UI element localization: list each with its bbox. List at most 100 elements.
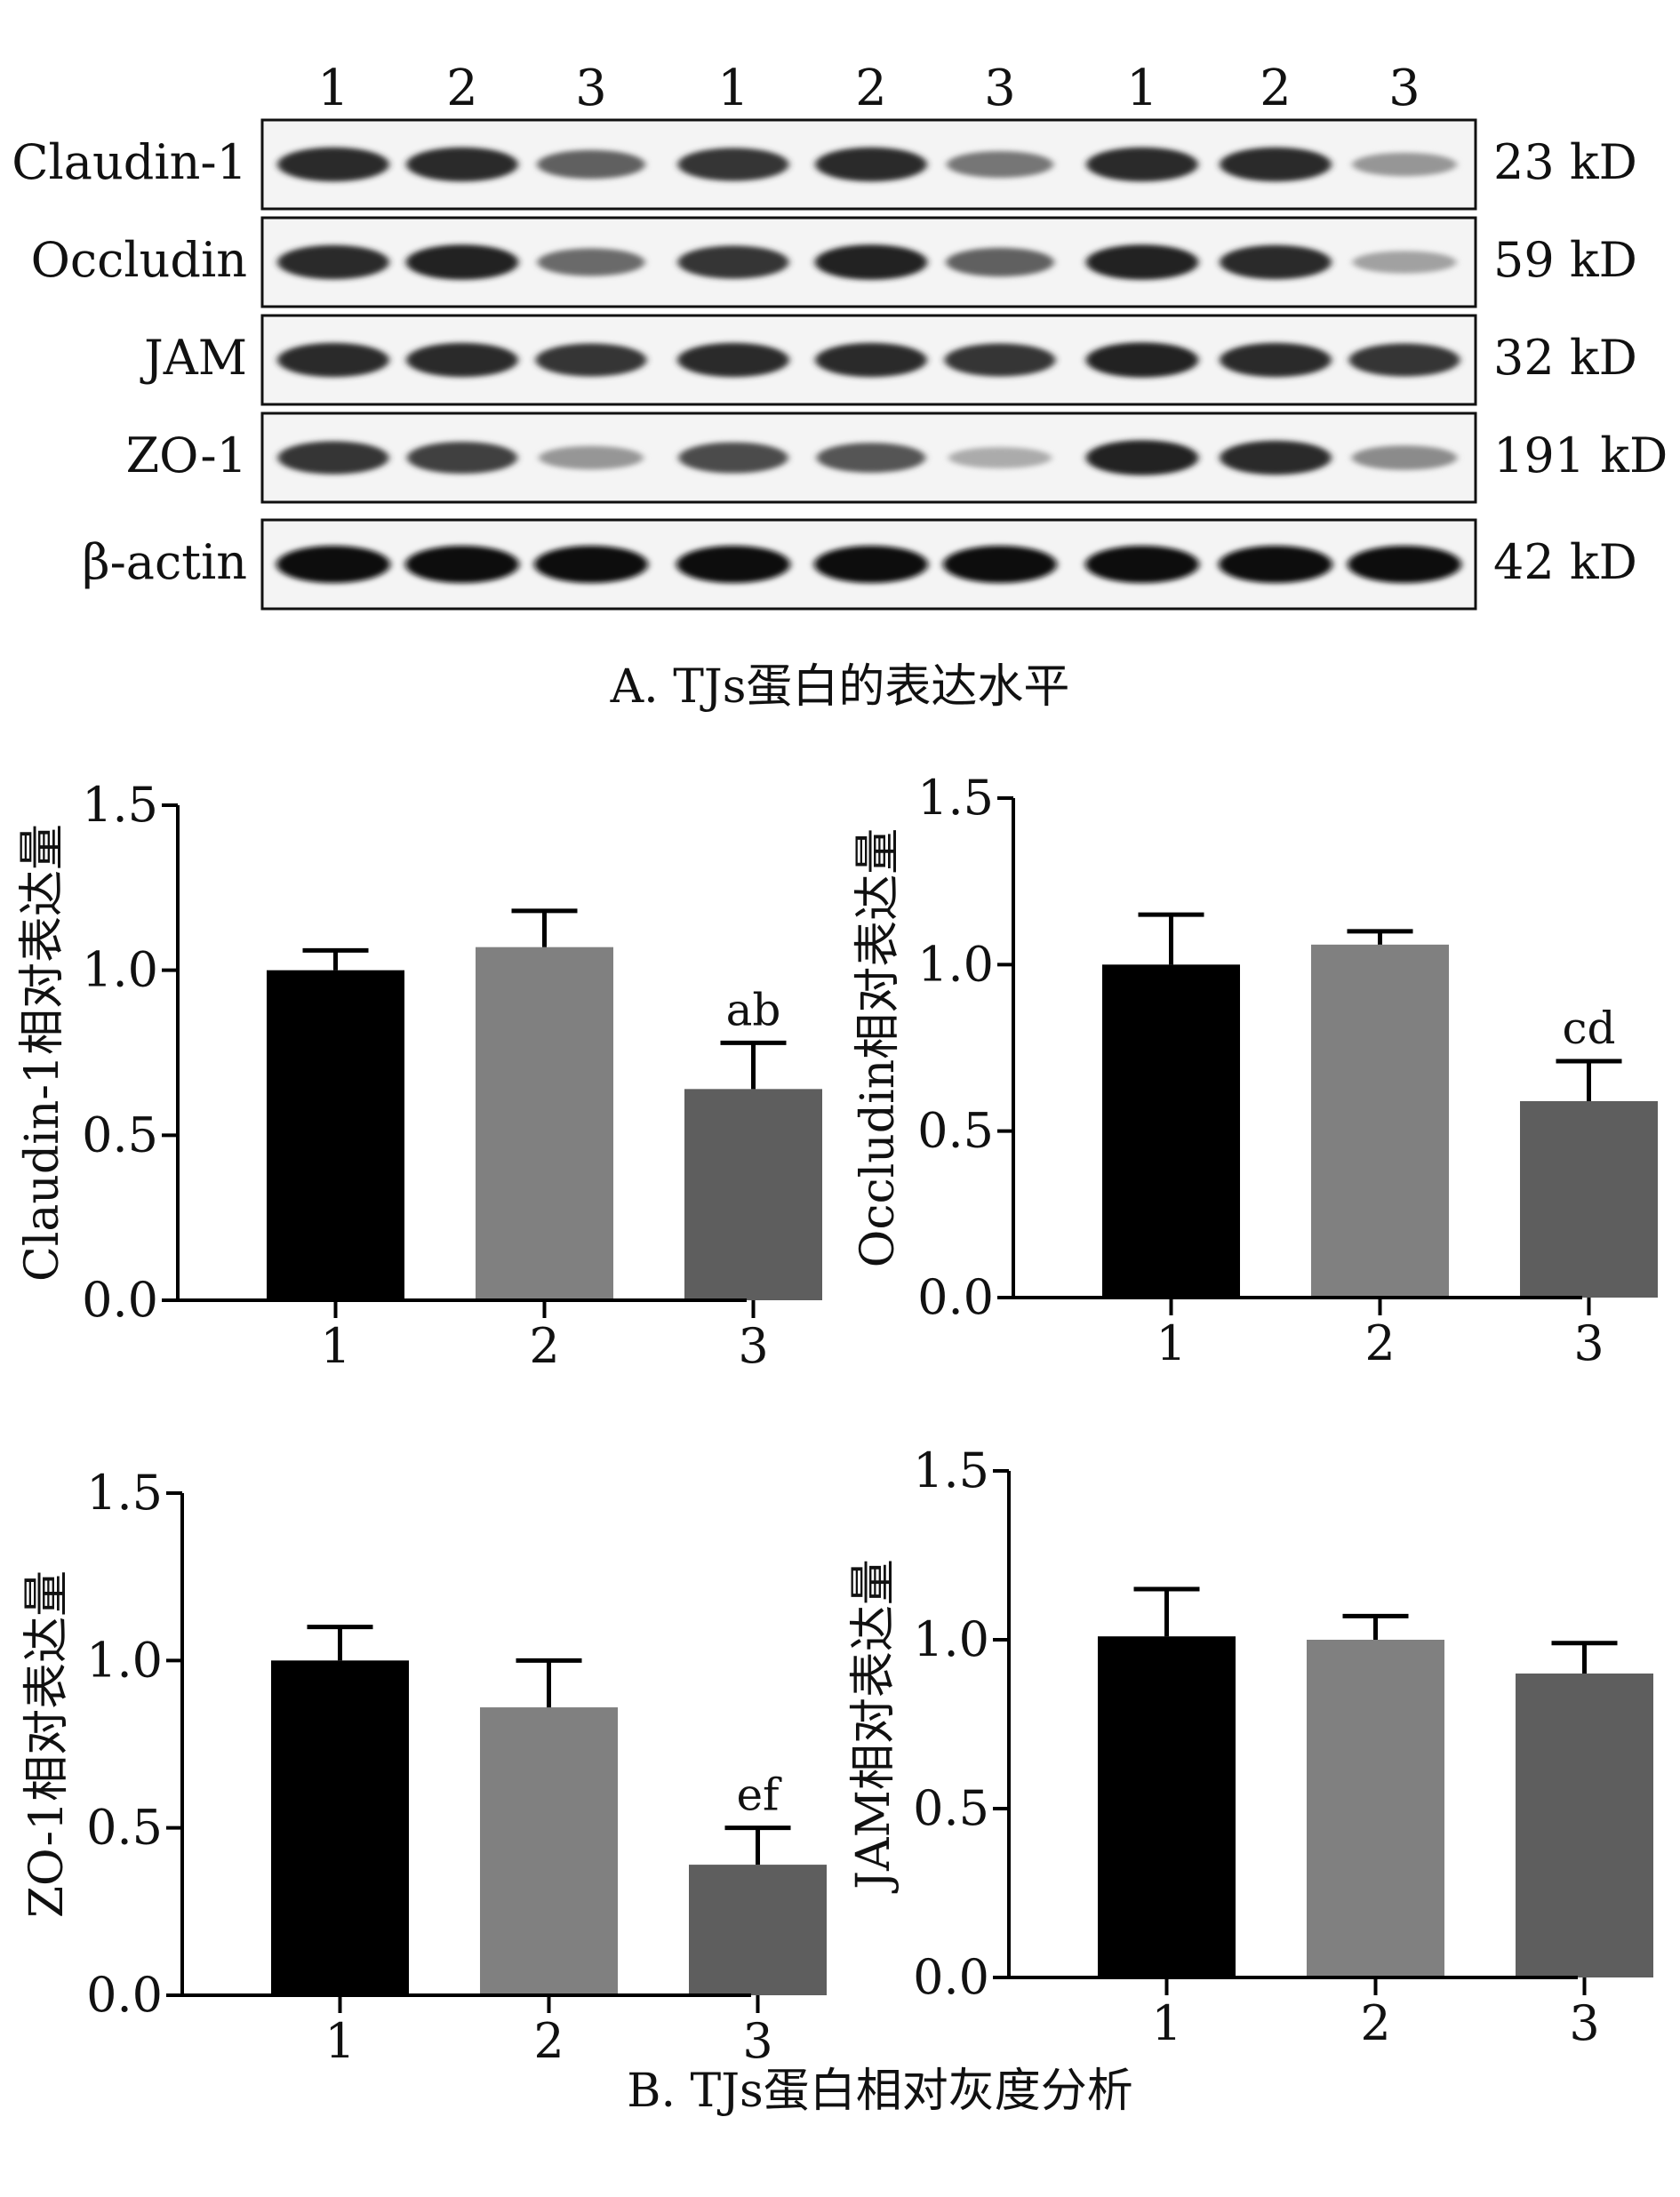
y-tick-label: 0.5: [913, 1780, 989, 1836]
x-tick-label: 2: [1360, 1995, 1390, 2051]
blot-row-zo-1: ZO-1 191 kD: [126, 411, 1668, 504]
bar: [271, 1660, 409, 1995]
caption-b: B. TJs蛋白相对灰度分析: [627, 2065, 1133, 2118]
protein-label: JAM: [140, 330, 247, 386]
blot-band: [537, 248, 645, 276]
lane-label: 3: [984, 60, 1016, 117]
blot-row-claudin-1: Claudin-1 23 kD: [12, 118, 1637, 211]
x-tick-label: 3: [738, 1318, 768, 1374]
blot-band: [1086, 147, 1198, 182]
blot-band: [1348, 546, 1461, 583]
bar-chart-jam: 1 2 3 0.0 0.5 1.0 1.5 JAM相对表达量: [847, 1442, 1653, 2051]
blot-band: [816, 443, 926, 473]
lane-label: 2: [1260, 60, 1292, 117]
blot-band: [1219, 546, 1332, 583]
blot-band: [1220, 440, 1332, 475]
lane-label: 1: [317, 60, 349, 117]
x-tick-label: 3: [1569, 1995, 1599, 2051]
protein-label: Claudin-1: [12, 134, 247, 190]
protein-label: β-actin: [82, 534, 247, 590]
blot-band: [1220, 342, 1332, 378]
bar: [480, 1707, 618, 1995]
blot-band: [277, 342, 389, 378]
x-tick-label: 3: [742, 2013, 772, 2069]
x-tick-label: 1: [1151, 1995, 1181, 2051]
y-tick-label: 1.0: [86, 1632, 163, 1688]
bar: [1311, 944, 1449, 1298]
blot-band: [1220, 147, 1332, 182]
x-tick-label: 3: [1573, 1315, 1604, 1371]
blot-band: [677, 245, 789, 279]
y-tick-label: 1.5: [917, 770, 994, 826]
protein-label: ZO-1: [126, 427, 247, 483]
bar: [267, 970, 404, 1300]
blot-row-occludin: Occludin 59 kD: [31, 216, 1637, 308]
blot-band: [539, 445, 644, 470]
blot-band: [1348, 343, 1460, 377]
bar: [1520, 1100, 1658, 1298]
blot-band: [677, 342, 789, 378]
bar-chart-zo-1: 1 2 ef 3 0.0 0.5 1.0 1.5ZO-1相对表达量: [20, 1465, 827, 2069]
blot-band: [277, 147, 389, 182]
blot-band: [406, 147, 518, 182]
blot-band: [1085, 440, 1199, 475]
blot-band: [1352, 251, 1457, 274]
y-tick-label: 0.0: [913, 1949, 989, 2005]
y-tick-label: 1.5: [913, 1442, 989, 1498]
bar: [1098, 1636, 1236, 1977]
y-tick-label: 1.0: [917, 936, 994, 992]
x-tick-label: 2: [533, 2013, 564, 2069]
blot-band: [943, 546, 1057, 583]
x-tick-label: 2: [529, 1318, 559, 1374]
blot-band: [815, 147, 927, 182]
blot-band: [535, 343, 647, 377]
blot-band: [946, 247, 1054, 277]
x-tick-label: 1: [320, 1318, 350, 1374]
protein-label: Occludin: [31, 232, 247, 288]
y-tick-label: 1.0: [82, 942, 158, 998]
bar: [1307, 1640, 1444, 1977]
y-tick-label: 0.5: [86, 1800, 163, 1856]
x-tick-label: 2: [1364, 1315, 1395, 1371]
lane-label: 1: [1126, 60, 1158, 117]
lane-label: 3: [575, 60, 607, 117]
blot-band: [407, 442, 517, 474]
bar: [689, 1865, 827, 1995]
lane-label: 1: [717, 60, 749, 117]
caption-a: A. TJs蛋白的表达水平: [610, 660, 1070, 714]
bar: [684, 1089, 822, 1300]
blot-row-actin: β-actin 42 kD: [82, 518, 1637, 611]
y-tick-label: 0.5: [82, 1106, 158, 1162]
lane-label: 2: [855, 60, 887, 117]
bar: [1102, 964, 1240, 1298]
y-tick-label: 0.0: [86, 1967, 163, 2023]
size-label: 59 kD: [1493, 232, 1637, 288]
blot-band: [948, 447, 1052, 468]
y-tick-label: 0.0: [917, 1269, 994, 1325]
blot-band: [677, 148, 789, 181]
blot-band: [406, 342, 518, 378]
blot-band: [277, 244, 389, 280]
size-label: 32 kD: [1493, 330, 1637, 386]
y-axis-label: Claudin-1相对表达量: [16, 824, 69, 1282]
y-tick-label: 1.5: [82, 777, 158, 833]
blot-band: [1085, 244, 1199, 280]
blot-band: [814, 244, 928, 280]
blot-band: [1220, 244, 1332, 280]
significance-label: cd: [1562, 1003, 1615, 1054]
blot-band: [1085, 546, 1199, 583]
x-tick-label: 1: [324, 2013, 355, 2069]
blot-band: [1351, 445, 1458, 470]
y-tick-label: 0.5: [917, 1103, 994, 1159]
y-axis-label: Occludin相对表达量: [852, 828, 905, 1267]
size-label: 42 kD: [1493, 534, 1637, 590]
blot-row-jam: JAM 32 kD: [140, 314, 1637, 406]
size-label: 23 kD: [1493, 134, 1637, 190]
blot-band: [814, 546, 928, 583]
y-axis-label: JAM相对表达量: [847, 1559, 900, 1894]
